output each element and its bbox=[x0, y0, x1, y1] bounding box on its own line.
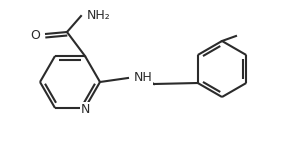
Text: N: N bbox=[80, 103, 90, 116]
Text: NH₂: NH₂ bbox=[87, 9, 111, 22]
Text: O: O bbox=[30, 29, 40, 42]
Text: NH: NH bbox=[134, 71, 153, 84]
